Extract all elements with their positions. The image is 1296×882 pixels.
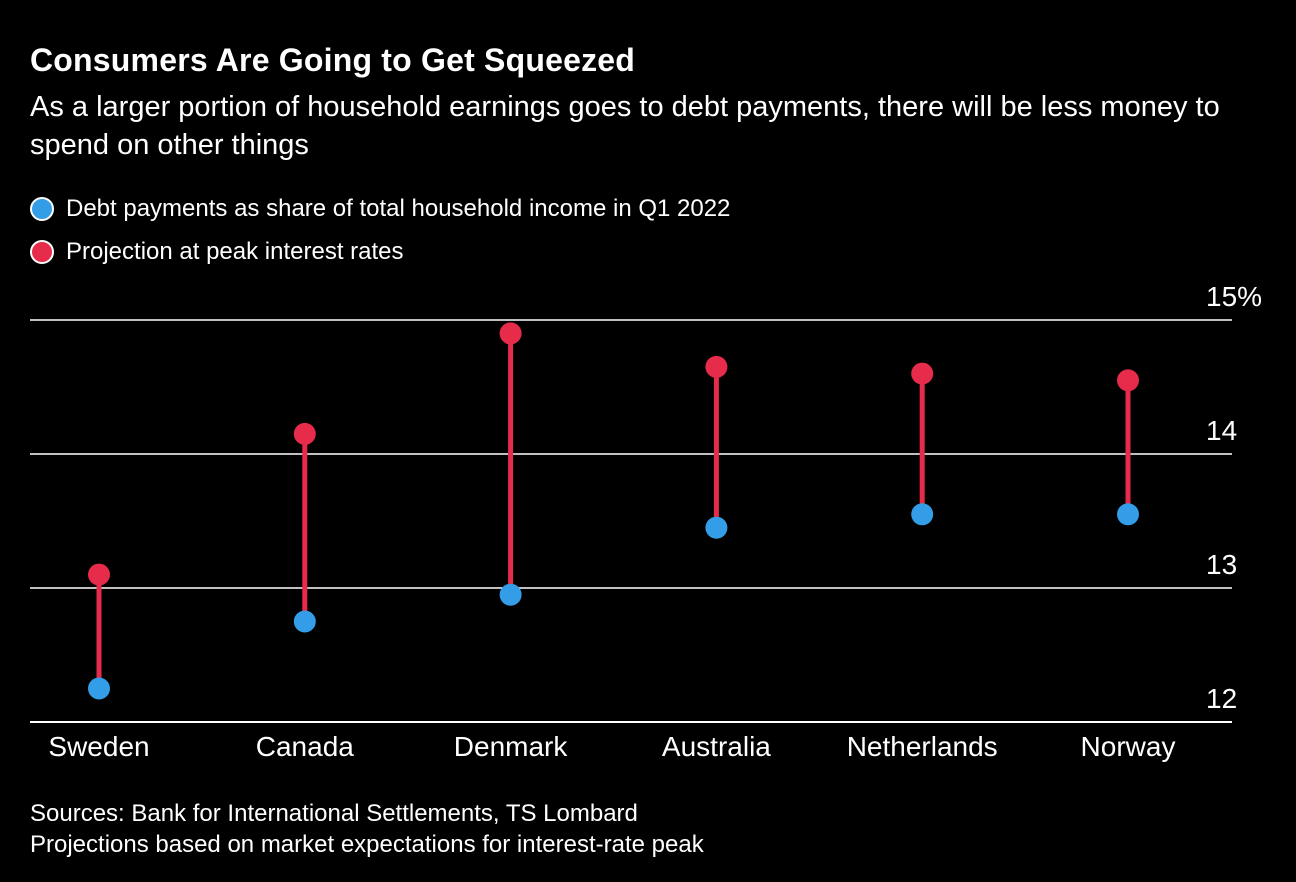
dot-q1-2022-sweden: [88, 677, 110, 700]
dot-projection-australia: [705, 355, 728, 378]
y-tick-label: 13: [1206, 549, 1237, 580]
legend-item-q1-2022: Debt payments as share of total househol…: [30, 195, 730, 223]
blue-dot-icon: [30, 197, 54, 221]
dot-q1-2022-norway: [1117, 503, 1139, 526]
y-tick-label: 15%: [1206, 281, 1262, 312]
dot-projection-sweden: [88, 563, 110, 586]
x-axis-label-canada: Canada: [256, 731, 355, 762]
red-dot-icon: [30, 240, 54, 264]
x-axis-label-australia: Australia: [662, 731, 771, 762]
dot-q1-2022-australia: [705, 516, 728, 539]
legend-label-projection: Projection at peak interest rates: [66, 238, 404, 265]
legend-label-q1-2022: Debt payments as share of total househol…: [66, 195, 731, 222]
dot-q1-2022-netherlands: [911, 503, 934, 526]
source-note: Sources: Bank for International Settleme…: [30, 798, 704, 860]
legend: Debt payments as share of total househol…: [30, 195, 730, 281]
dot-projection-canada: [293, 422, 316, 445]
dot-projection-norway: [1117, 369, 1139, 392]
chart-subtitle: As a larger portion of household earning…: [30, 91, 1220, 161]
y-tick-label: 14: [1206, 415, 1237, 446]
dot-projection-netherlands: [911, 362, 934, 385]
x-axis-label-netherlands: Netherlands: [847, 731, 998, 762]
chart-title: Consumers Are Going to Get Squeezed: [30, 42, 636, 78]
legend-item-projection: Projection at peak interest rates: [30, 238, 730, 266]
sources-line: Sources: Bank for International Settleme…: [30, 800, 638, 827]
x-axis-label-sweden: Sweden: [48, 731, 149, 762]
dot-q1-2022-canada: [293, 610, 316, 633]
x-axis-label-denmark: Denmark: [454, 731, 569, 762]
y-tick-label: 12: [1206, 683, 1237, 714]
dot-projection-denmark: [499, 322, 522, 345]
x-axis-label-norway: Norway: [1081, 731, 1176, 762]
projection-note-line: Projections based on market expectations…: [30, 831, 704, 858]
dot-q1-2022-denmark: [499, 583, 522, 606]
